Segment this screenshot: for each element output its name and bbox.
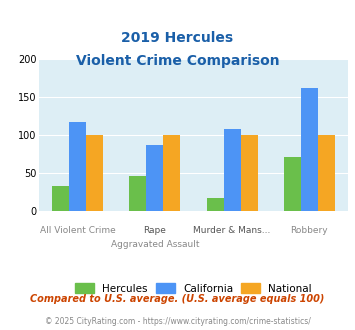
Bar bbox=[52, 186, 69, 211]
Text: Rape: Rape bbox=[143, 226, 166, 236]
Bar bbox=[86, 135, 103, 211]
Bar bbox=[241, 135, 258, 211]
Text: 2019 Hercules: 2019 Hercules bbox=[121, 31, 234, 45]
Bar bbox=[146, 145, 163, 211]
Legend: Hercules, California, National: Hercules, California, National bbox=[72, 280, 315, 297]
Text: Robbery: Robbery bbox=[290, 226, 328, 236]
Text: Compared to U.S. average. (U.S. average equals 100): Compared to U.S. average. (U.S. average … bbox=[30, 294, 325, 304]
Text: Murder & Mans...: Murder & Mans... bbox=[193, 226, 271, 236]
Text: All Violent Crime: All Violent Crime bbox=[40, 226, 115, 236]
Text: © 2025 CityRating.com - https://www.cityrating.com/crime-statistics/: © 2025 CityRating.com - https://www.city… bbox=[45, 317, 310, 326]
Bar bbox=[318, 135, 335, 211]
Bar bbox=[163, 135, 180, 211]
Text: Aggravated Assault: Aggravated Assault bbox=[111, 240, 199, 249]
Bar bbox=[284, 156, 301, 211]
Text: Violent Crime Comparison: Violent Crime Comparison bbox=[76, 54, 279, 68]
Bar bbox=[207, 198, 224, 211]
Bar bbox=[129, 176, 146, 211]
Bar bbox=[224, 129, 241, 211]
Bar bbox=[301, 88, 318, 211]
Bar bbox=[69, 122, 86, 211]
